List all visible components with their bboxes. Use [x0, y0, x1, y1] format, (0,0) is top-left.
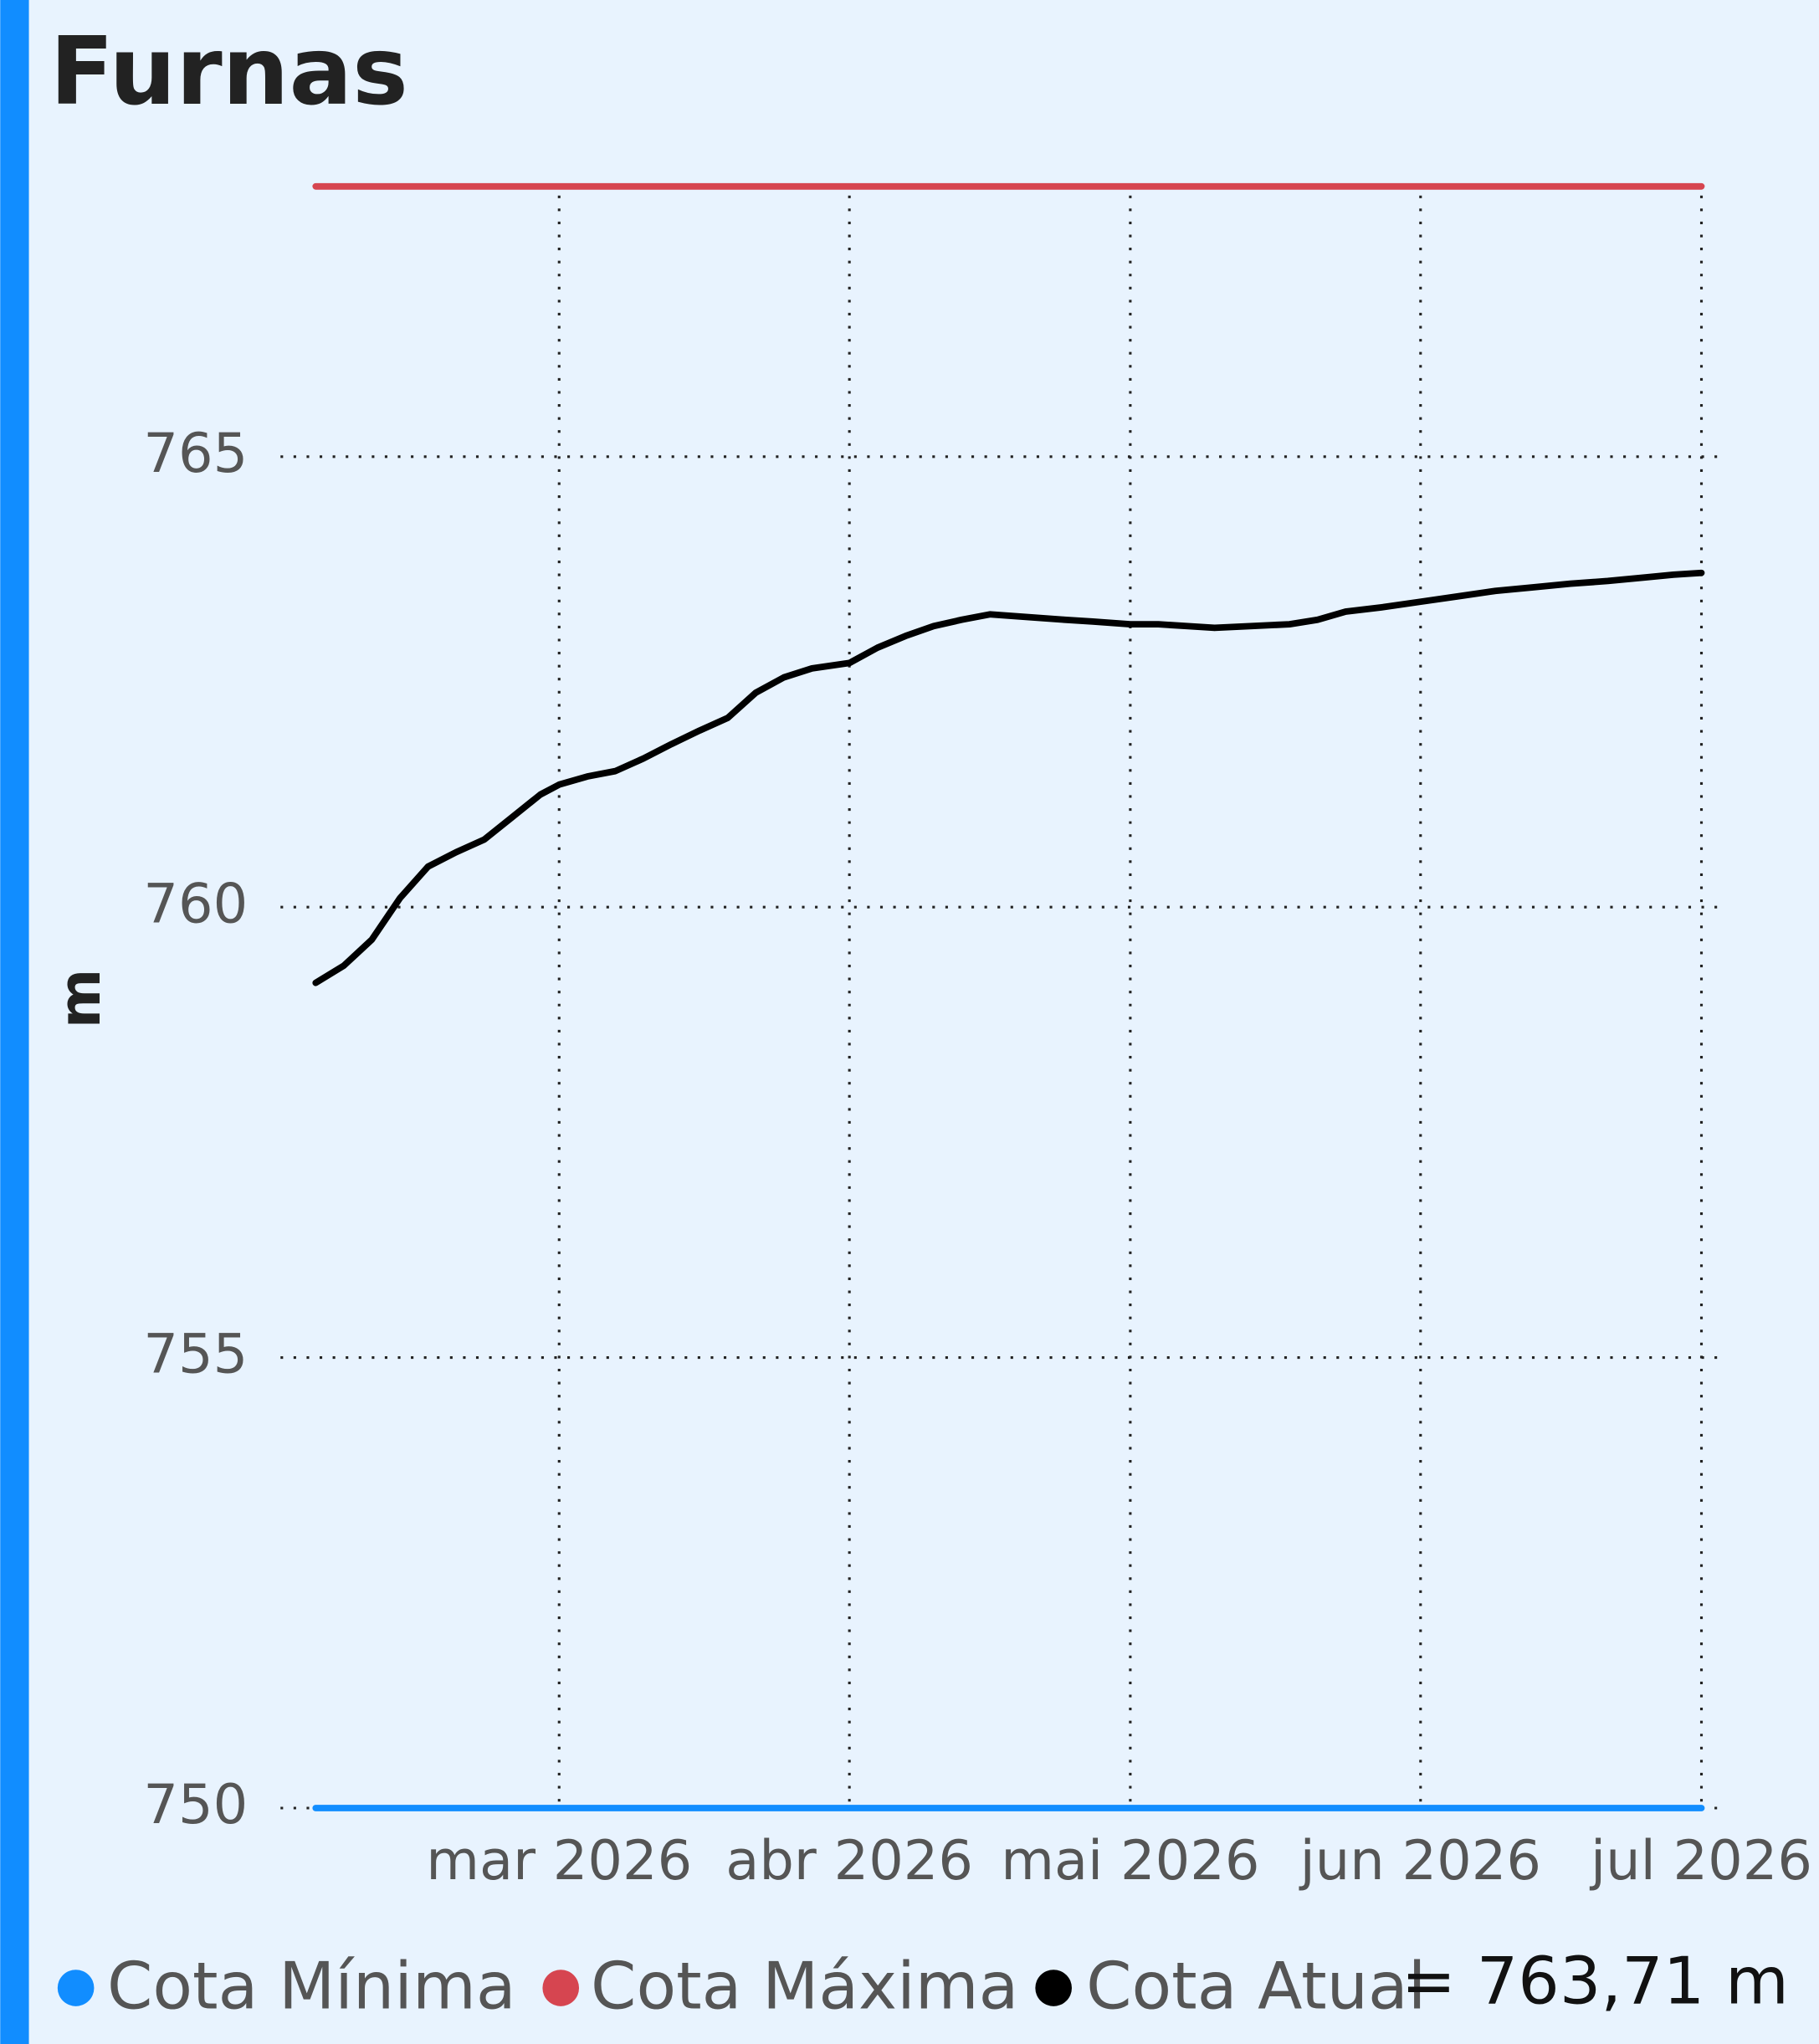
legend-marker [57, 1970, 95, 2006]
x-tick-label: mar 2026 [426, 1829, 692, 1893]
y-tick-label: 750 [143, 1773, 248, 1837]
x-tick-label: abr 2026 [725, 1829, 973, 1893]
legend: Cota Mínima Cota Máxima Cota Atual= 763,71… [57, 1944, 1789, 2025]
x-tick-label: mai 2026 [1001, 1829, 1259, 1893]
y-axis-label: m [47, 969, 114, 1028]
legend-marker [542, 1970, 580, 2006]
plot [312, 182, 1705, 1811]
line-series [312, 569, 1705, 986]
grid: 750 755 760 765 mar 2026 abr 2026 mai 2026 jun … [143, 195, 1812, 1893]
chart-title: Furnas [49, 18, 407, 126]
legend-label: Cota Atual [1086, 1949, 1426, 2025]
legend-marker [1035, 1970, 1072, 2006]
x-tick-label: jul 2026 [1589, 1829, 1812, 1893]
x-tick-label: jun 2026 [1299, 1829, 1541, 1893]
current-value: = 763,71 m [1401, 1944, 1789, 2019]
legend-label: Cota Mínima [107, 1949, 516, 2025]
y-tick-label: 765 [143, 422, 248, 485]
legend-label: Cota Máxima [591, 1949, 1018, 2025]
y-tick-label: 760 [143, 872, 248, 935]
accent-bar [0, 0, 29, 2044]
y-tick-label: 755 [143, 1323, 248, 1386]
